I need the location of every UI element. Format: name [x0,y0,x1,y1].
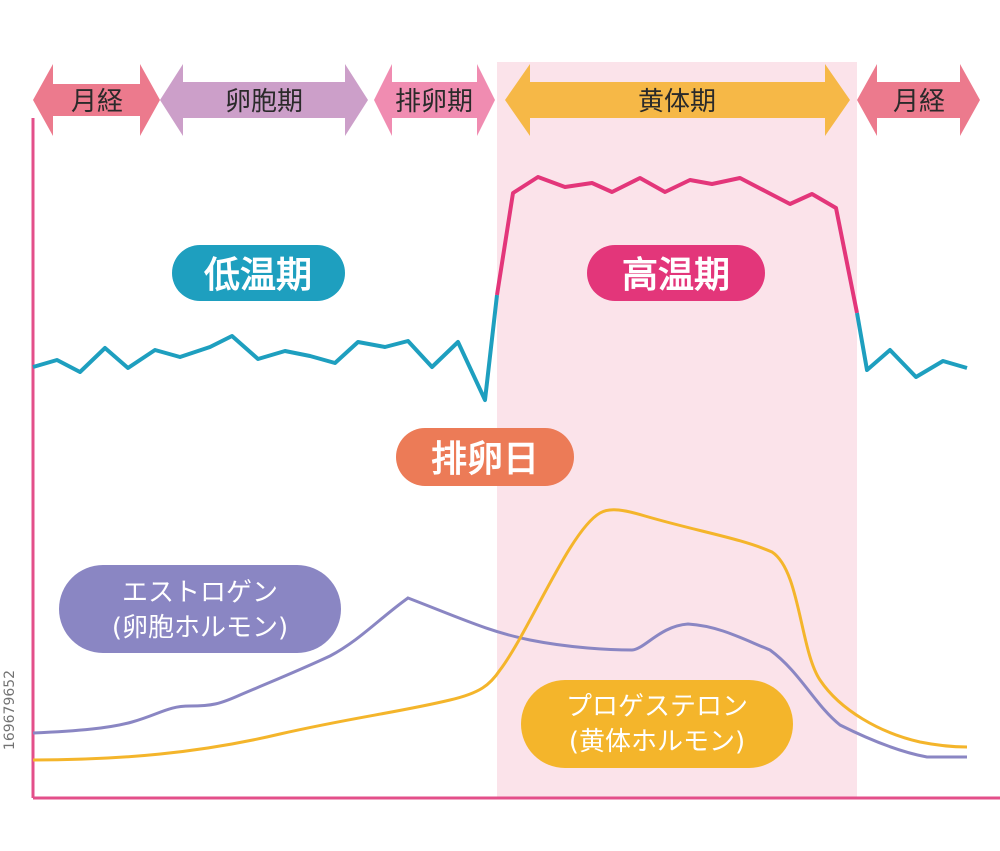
estrogen-subname: (卵胞ホルモン) [112,613,288,643]
phase-arrow-menstruation [33,64,160,136]
estrogen-curve [32,596,967,759]
low-temperature-label: 低温期 [204,255,312,296]
high-temperature-badge: 高温期 [587,245,765,301]
phase-arrow-luteal [505,64,850,136]
progesterone-curve [32,508,968,762]
temperature-line-low [32,294,499,402]
phase-bar: 月経 卵胞期 排卵期 黄体期 月経 [33,64,980,136]
temperature-line-low-2 [855,312,968,379]
phase-label-menstruation: 月経 [71,87,123,117]
temperature-line-high [495,175,859,314]
phase-label-ovulatory: 排卵期 [395,87,473,117]
watermark-id: 169679652 [2,670,18,750]
temperature-series [32,175,968,402]
progesterone-badge: プロゲステロン (黄体ホルモン) [521,680,793,768]
estrogen-badge: エストロゲン (卵胞ホルモン) [59,565,341,653]
progesterone-subname: (黄体ホルモン) [569,727,745,757]
phase-label-follicular: 卵胞期 [225,87,303,117]
progesterone-name: プロゲステロン [566,692,748,722]
phase-arrow-follicular [160,64,368,136]
phase-arrow-menstruation-2 [857,64,980,136]
estrogen-name: エストロゲン [122,578,278,608]
ovulation-day-badge: 排卵日 [396,428,574,486]
phase-label-luteal: 黄体期 [638,87,716,117]
phase-label-menstruation-2: 月経 [893,87,945,117]
ovulation-day-label: 排卵日 [431,439,539,480]
phase-arrow-ovulatory [374,64,495,136]
high-temperature-label: 高温期 [622,255,730,296]
low-temperature-badge: 低温期 [172,245,345,301]
